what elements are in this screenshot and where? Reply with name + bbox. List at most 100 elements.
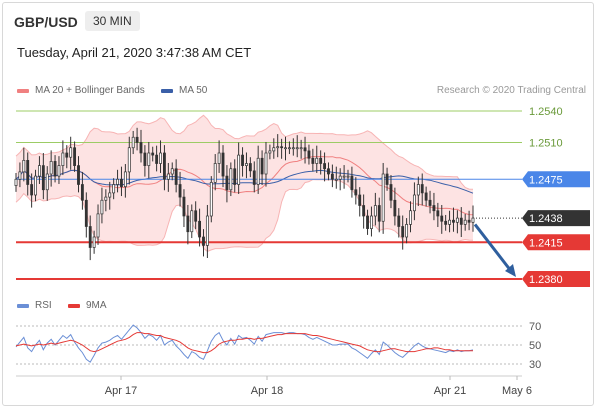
candle-body	[452, 219, 455, 223]
candle-body	[127, 147, 131, 173]
candle-body	[14, 178, 18, 186]
candle-body	[428, 199, 432, 206]
legend-bollinger-label: MA 20 + Bollinger Bands	[35, 85, 145, 96]
candle-body	[370, 215, 373, 229]
candle-body	[241, 154, 244, 166]
candle-body	[100, 199, 104, 215]
candle-body	[455, 217, 459, 223]
candle-body	[272, 147, 276, 152]
level-label-1.2540: 1.2540	[529, 106, 563, 118]
candle-body	[295, 147, 299, 150]
candle-body	[252, 170, 256, 185]
candle-body	[389, 184, 393, 201]
candle-body	[163, 152, 166, 180]
candle-body	[440, 215, 444, 222]
candle-body	[18, 171, 22, 180]
candle-body	[65, 152, 69, 158]
candle-body	[327, 168, 330, 175]
candle-body	[377, 205, 381, 222]
candle-body	[412, 194, 416, 212]
candle-body	[393, 199, 397, 217]
candle-body	[155, 154, 159, 164]
candle-body	[22, 160, 26, 173]
candle-body	[315, 157, 319, 164]
candle-body	[346, 175, 350, 178]
candle-body	[264, 152, 268, 175]
candle-body	[209, 182, 213, 217]
level-tag-1.2438[interactable]	[522, 210, 590, 227]
rsi-level-label: 70	[529, 321, 541, 333]
bollinger-lower-band	[15, 179, 474, 252]
bollinger-band-fill	[16, 115, 473, 252]
candle-body	[120, 178, 123, 187]
candle-body	[311, 157, 315, 164]
candle-body	[170, 168, 174, 175]
candle-body	[424, 192, 428, 201]
candle-body	[307, 150, 311, 159]
rsi-level-label: 50	[529, 340, 541, 352]
candle-body	[338, 175, 342, 180]
legend-ma50: MA 50	[161, 85, 207, 96]
candle-body	[260, 157, 264, 175]
candle-body	[26, 160, 30, 185]
candle-body	[354, 189, 358, 196]
credit-text: Research © 2020 Trading Central	[436, 85, 586, 96]
candle-body	[88, 226, 92, 248]
level-label-1.2438: 1.2438	[529, 213, 563, 225]
legend-bollinger: MA 20 + Bollinger Bands	[17, 85, 145, 96]
candle-body	[323, 163, 326, 170]
candle-body	[147, 152, 151, 166]
candle-body	[80, 184, 84, 201]
candle-body	[135, 136, 139, 143]
candle-body	[299, 147, 303, 150]
candle-body	[291, 147, 295, 150]
ma9-swatch	[68, 303, 80, 308]
candle-body	[77, 165, 80, 185]
candle-body	[30, 184, 34, 196]
x-tick-label: May 6	[502, 385, 532, 397]
timeframe-badge[interactable]: 30 MIN	[85, 11, 140, 31]
candle-body	[366, 215, 369, 229]
level-tag-1.2380[interactable]	[522, 271, 590, 287]
rsi-swatch	[17, 303, 29, 308]
ma50-swatch	[161, 88, 173, 93]
candle-body	[358, 194, 362, 206]
candle-body	[53, 161, 57, 177]
x-tick-label: Apr 21	[434, 385, 466, 397]
legend-rsi: RSI	[17, 300, 52, 311]
candle-body	[186, 215, 190, 233]
candle-body	[416, 184, 420, 196]
level-tag-1.2475[interactable]	[522, 171, 590, 188]
level-label-1.2380: 1.2380	[529, 274, 563, 286]
candle-body	[276, 146, 280, 149]
candle-body	[123, 171, 127, 187]
candle-body	[463, 219, 467, 225]
candle-body	[202, 236, 205, 246]
candle-body	[256, 157, 260, 185]
candle-body	[139, 142, 143, 154]
candle-body	[108, 192, 112, 198]
candle-body	[159, 152, 162, 164]
candle-body	[174, 168, 178, 185]
candle-body	[444, 220, 448, 225]
level-label-1.2475: 1.2475	[529, 174, 563, 186]
candle-body	[233, 168, 237, 185]
level-tag-1.2415[interactable]	[522, 234, 590, 251]
candle-body	[334, 178, 338, 181]
candle-body	[280, 146, 284, 149]
candle-body	[190, 210, 194, 233]
candle-body	[57, 165, 61, 177]
candle-body	[34, 175, 37, 196]
x-tick-label: Apr 17	[105, 385, 137, 397]
rsi-level-label: 30	[529, 359, 541, 371]
candle-body	[409, 210, 412, 225]
candle-body	[41, 165, 45, 191]
candle-body	[96, 213, 100, 238]
candle-body	[166, 173, 170, 180]
candle-body	[319, 157, 323, 164]
candle-body	[350, 175, 354, 191]
candle-body	[248, 163, 252, 172]
candle-body	[49, 161, 53, 175]
candle-body	[405, 224, 409, 238]
